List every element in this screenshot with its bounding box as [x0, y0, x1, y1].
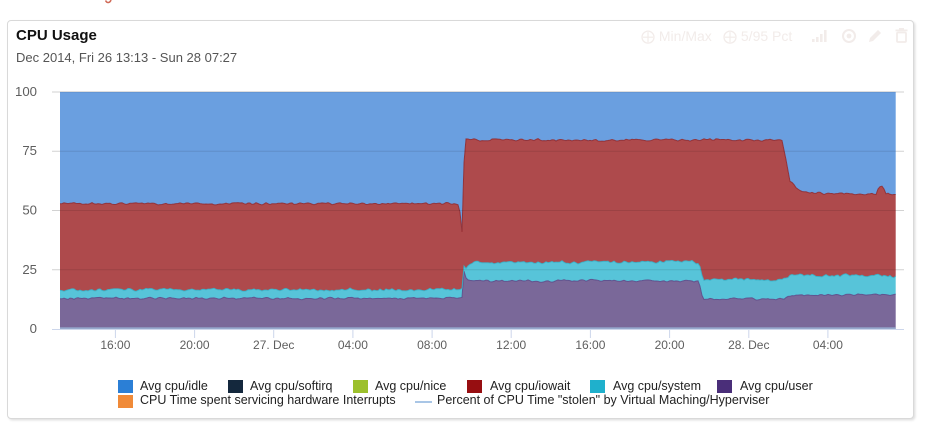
svg-text:100: 100 — [15, 84, 37, 99]
svg-text:04:00: 04:00 — [338, 338, 368, 352]
svg-text:75: 75 — [22, 143, 37, 158]
svg-text:04:00: 04:00 — [813, 338, 843, 352]
svg-text:16:00: 16:00 — [100, 338, 130, 352]
svg-text:25: 25 — [22, 262, 37, 277]
svg-text:16:00: 16:00 — [575, 338, 605, 352]
svg-text:20:00: 20:00 — [655, 338, 685, 352]
svg-text:12:00: 12:00 — [496, 338, 526, 352]
svg-text:0: 0 — [30, 321, 37, 336]
svg-text:20:00: 20:00 — [180, 338, 210, 352]
svg-text:27. Dec: 27. Dec — [253, 338, 294, 352]
svg-text:08:00: 08:00 — [417, 338, 447, 352]
svg-text:28. Dec: 28. Dec — [728, 338, 769, 352]
svg-text:50: 50 — [22, 203, 37, 218]
